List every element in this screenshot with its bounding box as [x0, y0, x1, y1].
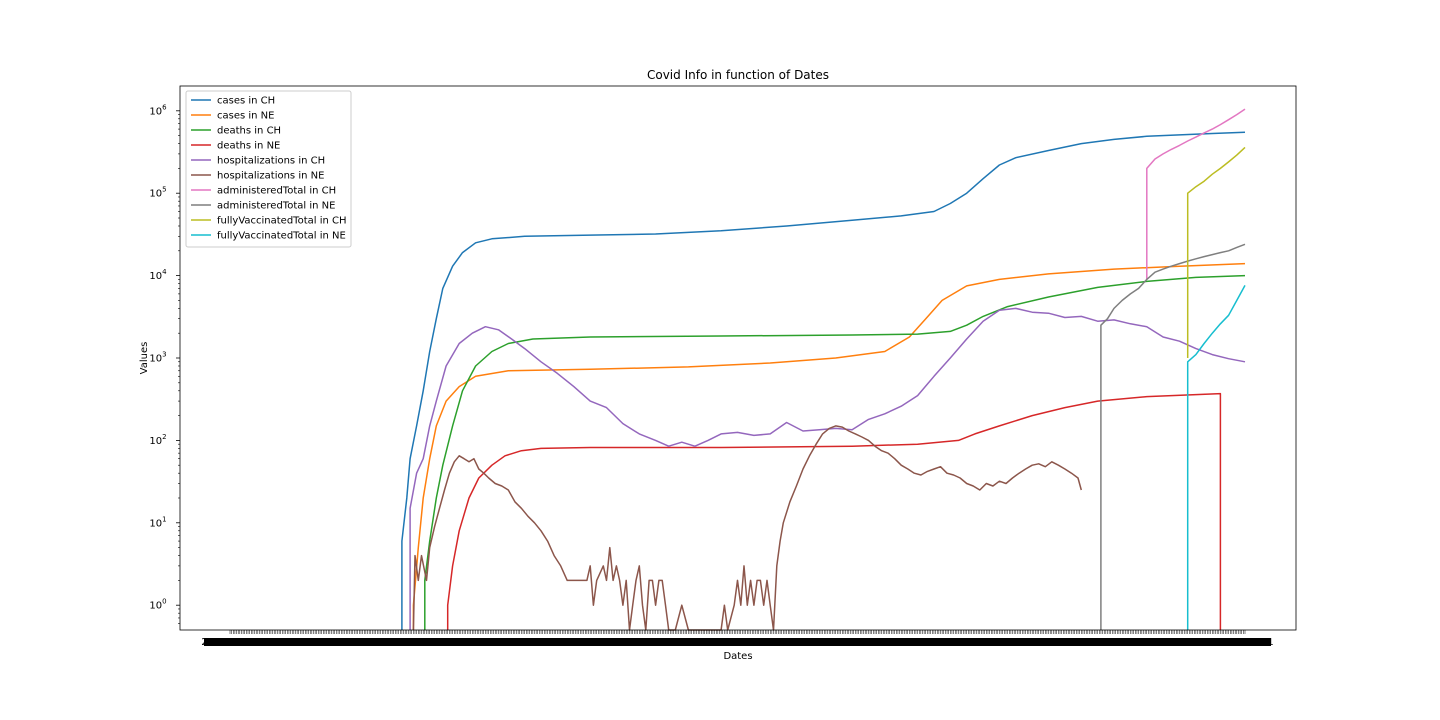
y-axis-label: Values: [139, 342, 150, 375]
legend: cases in CH cases in NE deaths in CH deaths…: [185, 90, 352, 248]
series-line-5: [412, 425, 1083, 631]
legend-label-4: hospitalizations in CH: [217, 156, 325, 167]
series-line-6: [1146, 108, 1246, 280]
x-axis-label: Dates: [723, 651, 752, 662]
y-tick-label-0: 100: [149, 598, 166, 612]
series-line-9: [1186, 285, 1246, 630]
series-line-2: [424, 274, 1246, 630]
legend-label-9: fullyVaccinatedTotal in NE: [217, 231, 346, 242]
legend-box: [185, 90, 352, 248]
legend-label-1: cases in NE: [217, 111, 274, 122]
series-line-7: [1100, 243, 1246, 630]
x-tick-label-last: 2021: [1248, 637, 1273, 648]
y-tick-label-6: 106: [149, 103, 167, 117]
legend-label-7: administeredTotal in NE: [217, 201, 335, 212]
series-line-4: [409, 307, 1246, 630]
series-group: [401, 108, 1246, 631]
y-tick-label-1: 101: [149, 515, 166, 529]
series-line-8: [1186, 146, 1246, 358]
y-tick-label-2: 102: [149, 433, 166, 447]
legend-label-3: deaths in NE: [217, 141, 280, 152]
chart-title: Covid Info in function of Dates: [647, 68, 829, 82]
legend-label-0: cases in CH: [217, 96, 275, 107]
y-tick-label-4: 104: [149, 268, 167, 282]
x-tick-label-band: [204, 638, 1271, 646]
x-tick-label-first: 2020: [201, 637, 226, 648]
y-axis: 100 101 102 103 104 105 106: [149, 103, 180, 624]
series-line-1: [412, 262, 1246, 630]
x-ticks: [229, 630, 1246, 634]
x-axis: 2020 2021: [201, 630, 1274, 648]
legend-label-8: fullyVaccinatedTotal in CH: [217, 216, 347, 227]
legend-label-6: administeredTotal in CH: [217, 186, 336, 197]
y-tick-label-3: 103: [149, 351, 166, 365]
legend-label-2: deaths in CH: [217, 126, 281, 137]
series-line-0: [401, 131, 1246, 630]
legend-label-5: hospitalizations in NE: [217, 171, 324, 182]
y-tick-label-5: 105: [149, 186, 166, 200]
series-line-3: [446, 392, 1222, 630]
